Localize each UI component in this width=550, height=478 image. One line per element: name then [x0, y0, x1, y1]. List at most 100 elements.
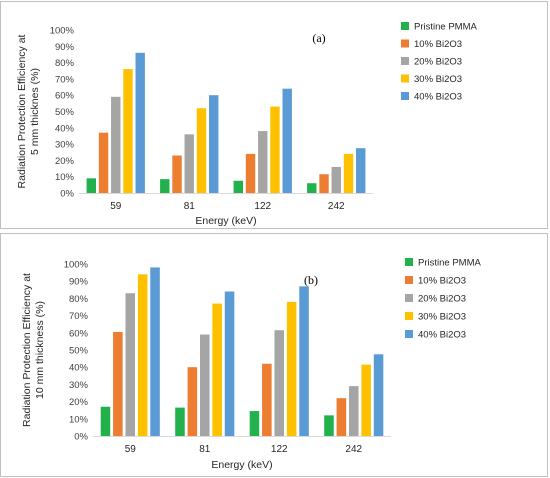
bar [270, 106, 280, 193]
bar [319, 174, 329, 193]
legend-label: 20% Bi2O3 [418, 294, 466, 305]
y-tick-label: 0% [74, 432, 88, 443]
y-tick-label: 70% [69, 311, 89, 322]
legend-label: 10% Bi2O3 [418, 276, 466, 287]
x-axis-title: Energy (keV) [211, 459, 272, 471]
y-axis-title: 5 mm thicknes (%) [29, 68, 41, 155]
legend-swatch [405, 294, 413, 302]
legend-swatch [401, 74, 409, 83]
bar [125, 293, 136, 436]
y-tick-label: 60% [55, 91, 75, 102]
bar [356, 148, 366, 193]
category-label: 81 [199, 444, 211, 455]
legend-swatch [405, 276, 413, 284]
y-tick-label: 70% [55, 74, 75, 85]
bar [331, 166, 341, 193]
chart-panel-b: 0% 10% 20% 30% 40% 50% 60% 70% 80% 90% 100% 59 81 122… [0, 233, 548, 477]
legend-label: 30% Bi2O3 [414, 74, 462, 85]
legend-swatch [401, 92, 409, 100]
bar [373, 354, 384, 436]
category-label: 59 [110, 201, 122, 212]
bar [262, 363, 272, 436]
bar [187, 367, 198, 436]
y-tick-label: 40% [69, 363, 89, 374]
legend-swatch [401, 39, 409, 48]
y-tick-label: 50% [69, 346, 89, 357]
y-tick-label: 100% [64, 260, 89, 271]
y-tick-label: 30% [55, 140, 75, 151]
y-tick-label: 10% [69, 414, 89, 425]
category-label: 122 [271, 444, 288, 455]
y-tick-label: 20% [55, 156, 75, 167]
bar [307, 183, 317, 193]
category-label: 59 [125, 444, 137, 455]
legend-swatch [401, 22, 409, 30]
y-tick-label: 100% [50, 26, 75, 37]
bar [282, 88, 292, 193]
bar [175, 407, 185, 436]
legend-swatch [405, 312, 413, 320]
bar [343, 153, 354, 193]
bar [249, 411, 260, 436]
legend-swatch [401, 57, 409, 65]
bar [172, 155, 182, 193]
bar [199, 334, 210, 436]
legend-swatch [405, 258, 413, 266]
legend-label: Pristine PMMA [418, 258, 481, 269]
panel-label: (b) [304, 273, 318, 287]
y-tick-label: 60% [69, 328, 89, 339]
y-axis-title: Radiation Protection Efficiency at [21, 273, 33, 427]
bar [286, 301, 297, 436]
bar [111, 96, 121, 193]
bar [258, 131, 268, 193]
y-tick-label: 40% [55, 123, 75, 134]
y-axis-title: 10 mm thickness (%) [34, 301, 46, 399]
bar [86, 178, 96, 193]
y-tick-label: 80% [69, 294, 89, 305]
bar [98, 132, 109, 193]
y-tick-label: 90% [69, 277, 89, 288]
bar [123, 69, 133, 193]
bar [233, 180, 243, 193]
bar [324, 415, 334, 436]
category-label: 122 [254, 201, 271, 212]
legend-label: 40% Bi2O3 [418, 330, 466, 341]
chart-b-svg: 0% 10% 20% 30% 40% 50% 60% 70% 80% 90% 100% 59 81 122… [21, 258, 481, 472]
bar [212, 303, 222, 436]
chart-panel-a: 0% 10% 20% 30% 40% 50% 60% 70% 80% 90% 100% 59 81 122… [0, 1, 548, 229]
bar [100, 406, 111, 436]
bar [209, 95, 219, 193]
y-tick-label: 90% [55, 42, 75, 53]
bar [336, 398, 347, 436]
bar [196, 108, 207, 193]
y-tick-label: 30% [69, 380, 89, 391]
bar [245, 153, 256, 193]
category-label: 242 [328, 201, 345, 212]
bar [184, 134, 194, 193]
bar [150, 267, 160, 436]
legend-label: 40% Bi2O3 [414, 92, 462, 103]
bar [348, 386, 359, 436]
bar [135, 52, 145, 193]
category-label: 81 [184, 201, 196, 212]
y-tick-label: 20% [69, 397, 89, 408]
y-tick-label: 10% [55, 172, 75, 183]
x-axis-title: Energy (keV) [195, 215, 256, 227]
bar [274, 330, 285, 436]
chart-a-svg: 0% 10% 20% 30% 40% 50% 60% 70% 80% 90% 100% 59 81 122… [16, 22, 477, 228]
bar [113, 331, 123, 436]
bar [224, 291, 235, 436]
legend-label: 20% Bi2O3 [414, 57, 462, 68]
legend-label: 10% Bi2O3 [414, 39, 462, 50]
y-tick-label: 0% [60, 189, 74, 200]
legend-label: 30% Bi2O3 [418, 312, 466, 323]
y-tick-label: 80% [55, 58, 75, 69]
panel-label: (a) [312, 31, 325, 45]
bar [160, 179, 170, 193]
category-label: 242 [345, 444, 362, 455]
bar [137, 274, 148, 436]
legend-swatch [405, 330, 413, 338]
y-axis-title: Radiation Protection Efficiency at [16, 34, 28, 188]
bar [299, 286, 309, 436]
bar [361, 364, 371, 436]
